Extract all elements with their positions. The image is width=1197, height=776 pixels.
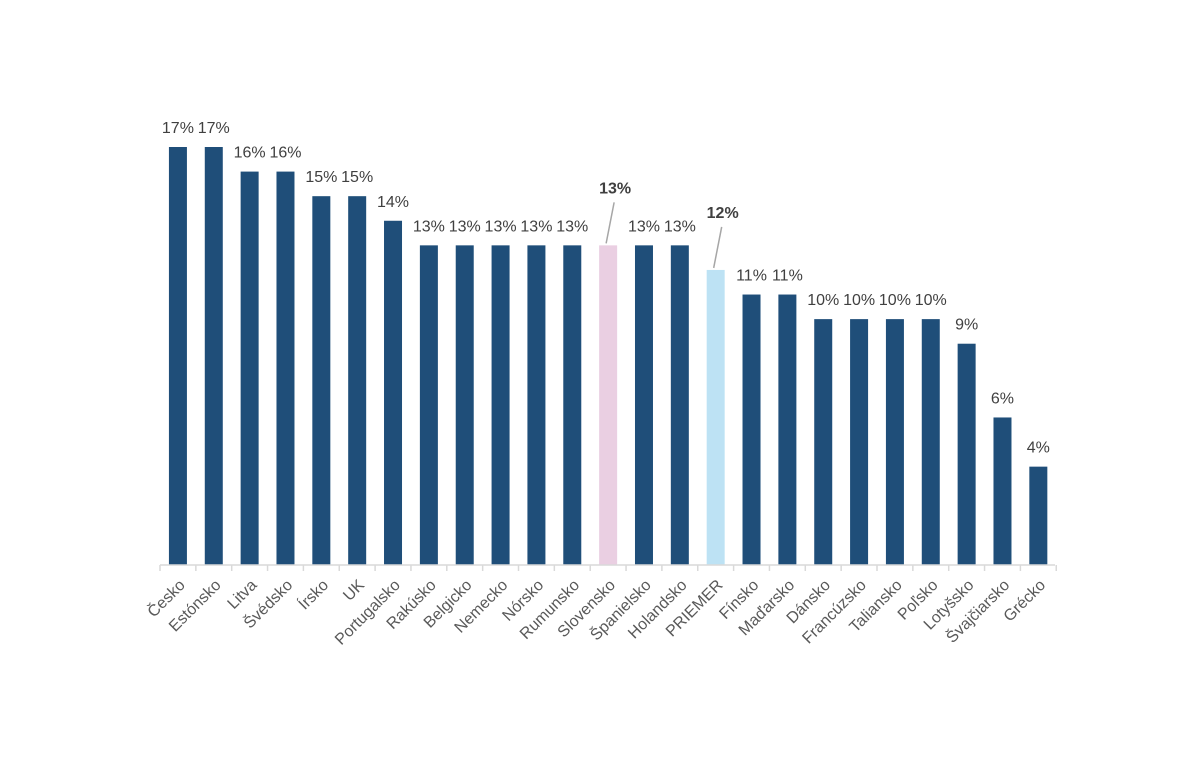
value-label-finsko: 11% [736,268,767,285]
bar-dansko [814,319,833,565]
bar-svedsko [276,171,295,565]
bar-taliansko [885,319,904,565]
value-label-polsko: 10% [915,292,947,309]
bar-holandsko [670,245,689,565]
value-label-norsko: 13% [520,218,552,235]
bar-rakusko [419,245,438,565]
bar-lotyssko [957,343,976,565]
leader-line-slovensko [605,202,615,244]
value-label-belgicko: 13% [449,218,481,235]
value-label-irsko: 15% [305,169,337,186]
value-label-rakusko: 13% [413,218,445,235]
bar-estonsko [204,147,223,565]
value-label-madarsko: 11% [772,268,803,285]
bar-francuzsko [850,319,869,565]
value-label-cesko: 17% [162,120,194,137]
bar-nemecko [491,245,510,565]
x-axis [159,564,1057,571]
value-label-uk: 15% [341,169,373,186]
value-label-dansko: 10% [807,292,839,309]
value-label-svajciarsko: 6% [991,390,1014,407]
leader-line-priemer [712,226,723,269]
bars-layer [168,147,1048,565]
bar-belgicko [455,245,474,565]
value-label-lotyssko: 9% [955,317,978,334]
value-label-spanielsko: 13% [628,218,660,235]
value-label-svedsko: 16% [269,145,301,162]
value-label-priemer: 12% [707,205,739,222]
bar-svajciarsko [993,417,1012,565]
value-label-portugalsko: 14% [377,194,409,211]
value-label-estonsko: 17% [198,120,230,137]
bar-irsko [312,196,331,565]
bar-cesko [168,147,187,565]
value-label-litva: 16% [234,145,266,162]
bar-spanielsko [634,245,653,565]
bar-uk [348,196,367,565]
bar-slovensko [599,245,618,565]
bar-madarsko [778,294,797,565]
bar-portugalsko [384,220,403,565]
value-label-slovensko: 13% [599,180,631,197]
value-label-francuzsko: 10% [843,292,875,309]
bar-grecko [1029,466,1048,565]
value-label-rumunsko: 13% [556,218,588,235]
value-labels: 17% 17%16% 16%15% 15%14%13% 13% 13% 13% 13%13%1… [162,120,1050,457]
value-label-holandsko: 13% [664,218,696,235]
category-label-irsko: Írsko [294,575,332,613]
bar-litva [240,171,259,565]
value-label-nemecko: 13% [485,218,517,235]
value-label-taliansko: 10% [879,292,911,309]
bar-finsko [742,294,761,565]
bar-polsko [921,319,940,565]
category-label-uk: UK [340,577,368,605]
bar-norsko [527,245,546,565]
bar-rumunsko [563,245,582,565]
bar-priemer [706,269,725,565]
value-label-grecko: 4% [1027,440,1050,457]
